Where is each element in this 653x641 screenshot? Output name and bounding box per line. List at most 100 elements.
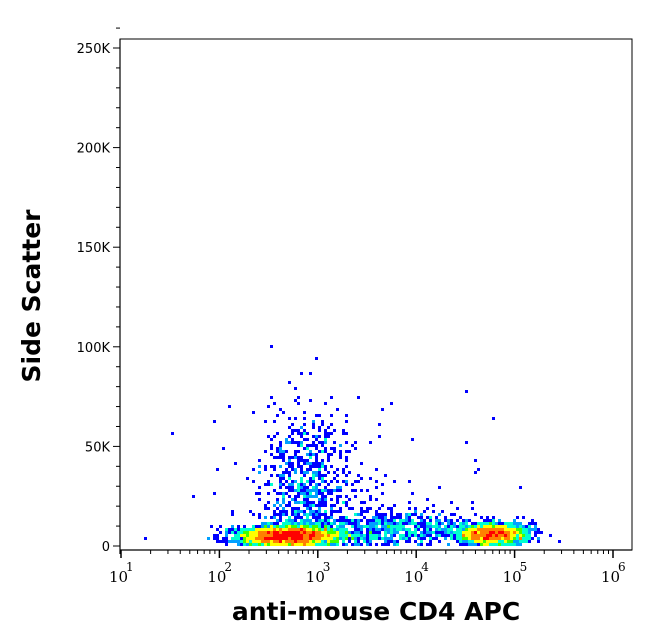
density-point (474, 540, 477, 543)
density-point (264, 504, 267, 507)
density-point (444, 519, 447, 522)
density-point (324, 480, 327, 483)
density-point (447, 543, 450, 546)
density-point (504, 537, 507, 540)
x-tick-base: 10 (601, 568, 620, 586)
density-point (372, 519, 375, 522)
density-point (243, 534, 246, 537)
density-point (462, 531, 465, 534)
density-point (438, 528, 441, 531)
density-point (246, 540, 249, 543)
density-point (387, 531, 390, 534)
density-point (474, 459, 477, 462)
density-point (267, 534, 270, 537)
density-point (288, 501, 291, 504)
density-point (303, 498, 306, 501)
density-point (531, 522, 534, 525)
density-point (261, 543, 264, 546)
density-point (216, 540, 219, 543)
density-point (282, 522, 285, 525)
density-point (213, 492, 216, 495)
density-point (318, 528, 321, 531)
density-point (294, 498, 297, 501)
density-point (342, 432, 345, 435)
density-point (324, 429, 327, 432)
density-point (312, 537, 315, 540)
density-point (429, 543, 432, 546)
density-point (414, 531, 417, 534)
density-point (450, 534, 453, 537)
density-point (267, 537, 270, 540)
density-point (459, 537, 462, 540)
density-point (396, 516, 399, 519)
density-point (318, 540, 321, 543)
density-point (213, 537, 216, 540)
density-point (408, 528, 411, 531)
density-point (273, 543, 276, 546)
density-point (261, 522, 264, 525)
density-point (297, 486, 300, 489)
density-point (303, 432, 306, 435)
density-point (279, 537, 282, 540)
density-point (429, 528, 432, 531)
density-point (282, 411, 285, 414)
density-point (225, 543, 228, 546)
density-point (336, 501, 339, 504)
density-point (294, 510, 297, 513)
density-point (279, 519, 282, 522)
density-point (444, 525, 447, 528)
density-point (471, 501, 474, 504)
density-point (534, 525, 537, 528)
density-point (270, 447, 273, 450)
density-point (297, 441, 300, 444)
density-point (255, 492, 258, 495)
density-point (312, 540, 315, 543)
density-point (267, 480, 270, 483)
density-point (273, 402, 276, 405)
density-point (291, 540, 294, 543)
density-point (501, 528, 504, 531)
density-point (450, 525, 453, 528)
density-point (444, 534, 447, 537)
density-point (549, 534, 552, 537)
density-point (363, 537, 366, 540)
density-point (513, 540, 516, 543)
density-point (354, 522, 357, 525)
density-point (246, 528, 249, 531)
density-point (414, 534, 417, 537)
density-point (492, 528, 495, 531)
density-point (417, 537, 420, 540)
density-point (312, 501, 315, 504)
density-point (315, 537, 318, 540)
density-point (297, 510, 300, 513)
density-point (378, 537, 381, 540)
density-point (456, 528, 459, 531)
density-point (369, 531, 372, 534)
density-point (279, 540, 282, 543)
density-point (279, 456, 282, 459)
density-point (303, 429, 306, 432)
density-point (435, 516, 438, 519)
density-point (393, 534, 396, 537)
density-point (342, 516, 345, 519)
density-point (510, 531, 513, 534)
density-point (267, 525, 270, 528)
density-point (315, 486, 318, 489)
density-point (312, 435, 315, 438)
density-point (312, 510, 315, 513)
density-point (495, 525, 498, 528)
density-point (342, 531, 345, 534)
density-point (306, 504, 309, 507)
density-point (465, 528, 468, 531)
density-point (267, 543, 270, 546)
density-point (288, 537, 291, 540)
density-point (345, 522, 348, 525)
density-point (387, 507, 390, 510)
density-point (510, 534, 513, 537)
density-point (291, 513, 294, 516)
density-point (369, 525, 372, 528)
density-point (516, 522, 519, 525)
density-point (294, 522, 297, 525)
density-point (513, 519, 516, 522)
density-point (333, 534, 336, 537)
